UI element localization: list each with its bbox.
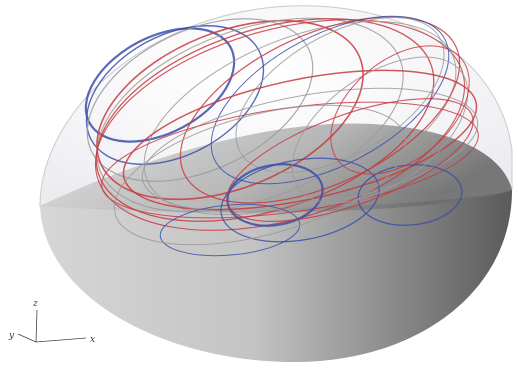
y-axis-label: y [8,331,15,341]
streamline-loop [84,27,236,143]
streamline-loop [113,104,407,246]
z-axis-line [35,309,38,343]
streamline-loop [330,45,470,175]
z-axis-label: z [32,299,38,309]
streamline-loop [141,87,479,213]
y-axis-line [17,333,37,343]
streamline-loop [86,18,314,182]
streamline-loop [291,56,469,204]
streamline-loop [95,18,435,222]
lower-bowl-shell [40,190,512,363]
streamline-loop [235,17,445,173]
streamline-loop [210,15,450,185]
streamline-loop [179,16,461,204]
streamline-loop [94,19,466,231]
streamline-loop [85,25,265,165]
x-axis-label: x [90,335,95,345]
streamline-loop [143,20,457,216]
streamlines [84,15,479,257]
x-axis-line [35,337,87,343]
axis-triad [17,309,87,343]
streamline-loop [96,19,364,201]
